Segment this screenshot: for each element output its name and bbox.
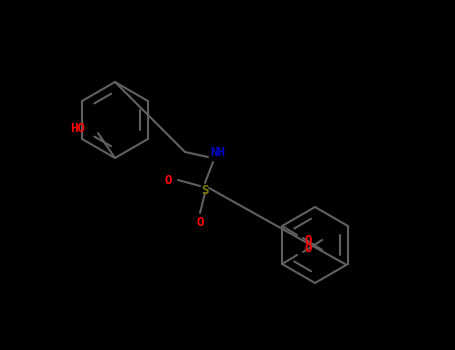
- Text: S: S: [201, 183, 209, 196]
- Text: O: O: [304, 234, 312, 247]
- Text: HO: HO: [70, 121, 85, 134]
- Text: O: O: [164, 174, 172, 187]
- Text: O: O: [304, 243, 312, 256]
- Text: O: O: [196, 217, 204, 230]
- Text: NH: NH: [211, 146, 226, 159]
